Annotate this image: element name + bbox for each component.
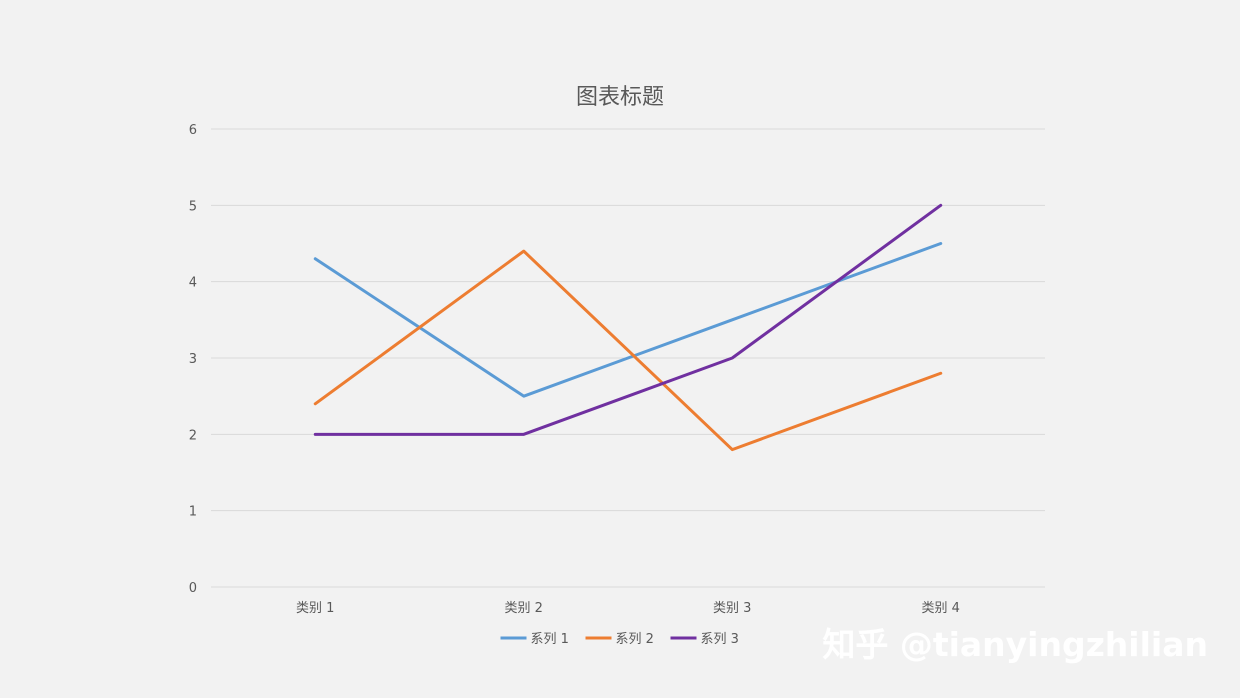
y-tick-label: 2 xyxy=(189,428,197,443)
y-tick-label: 4 xyxy=(189,276,197,291)
y-axis-ticks: 0 1 2 3 4 5 6 xyxy=(189,123,197,596)
series-line-2 xyxy=(313,249,943,452)
y-tick-label: 0 xyxy=(189,581,197,596)
series-line-3 xyxy=(313,203,943,436)
chart-title: 图表标题 xyxy=(576,85,664,110)
legend-item-2: 系列 2 xyxy=(585,632,654,647)
legend-item-1: 系列 1 xyxy=(500,632,569,647)
y-tick-label: 1 xyxy=(189,505,197,520)
series-line-1 xyxy=(313,242,943,398)
x-tick-label: 类别 4 xyxy=(922,601,960,616)
y-tick-label: 6 xyxy=(189,123,197,138)
y-tick-label: 5 xyxy=(189,199,197,214)
legend: 系列 1 系列 2 系列 3 xyxy=(500,632,739,647)
legend-label: 系列 2 xyxy=(616,632,654,647)
watermark-text: 知乎 @tianyingzhilian xyxy=(822,625,1208,664)
y-tick-label: 3 xyxy=(189,352,197,367)
x-tick-label: 类别 1 xyxy=(296,601,334,616)
x-axis-ticks: 类别 1 类别 2 类别 3 类别 4 xyxy=(296,601,960,616)
legend-item-3: 系列 3 xyxy=(670,632,739,647)
x-tick-label: 类别 2 xyxy=(505,601,543,616)
legend-label: 系列 3 xyxy=(701,632,739,647)
legend-label: 系列 1 xyxy=(531,632,569,647)
series-lines xyxy=(313,203,943,452)
x-tick-label: 类别 3 xyxy=(713,601,751,616)
